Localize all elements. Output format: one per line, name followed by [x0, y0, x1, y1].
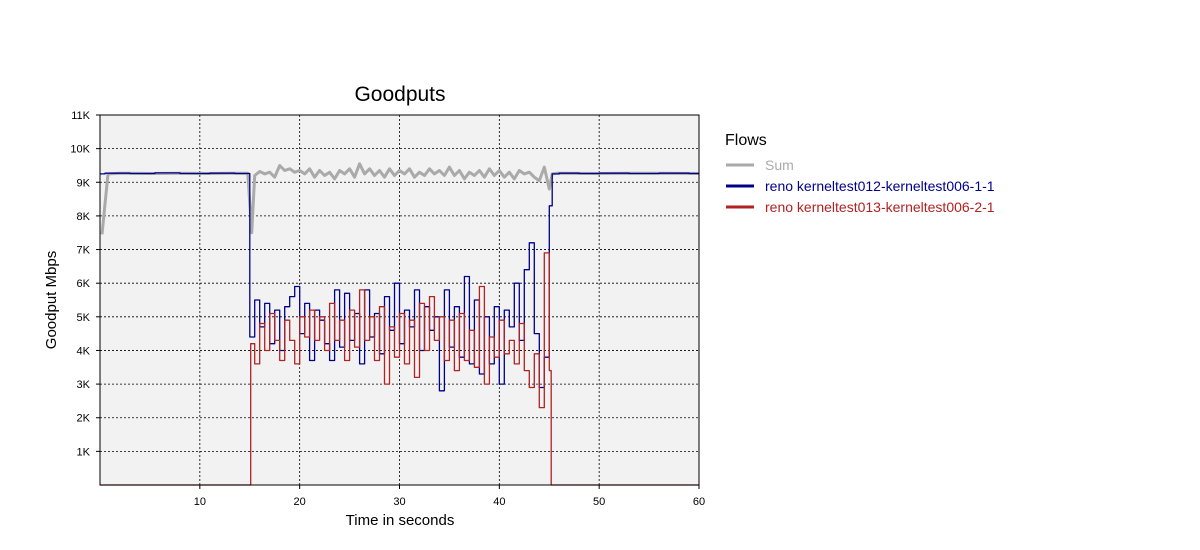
y-tick-label: 2K — [77, 413, 91, 425]
y-tick-label: 10K — [70, 144, 90, 156]
x-tick-label: 30 — [393, 496, 405, 508]
series-line-2 — [100, 252, 699, 486]
y-axis: 1K 2K 3K 4K 5K 6K 7K 8K 9K 10K 11K — [70, 110, 100, 458]
x-tick-label: 10 — [194, 496, 206, 508]
legend-label-0: Sum — [765, 157, 794, 173]
series-line-0 — [100, 162, 700, 235]
y-axis-label: Goodput Mbps — [43, 251, 60, 349]
y-tick-label: 5K — [77, 312, 91, 324]
x-axis-label: Time in seconds — [346, 512, 455, 529]
y-tick-label: 7K — [77, 245, 91, 257]
x-axis: 10 20 30 40 50 60 — [194, 485, 705, 508]
chart-title: Goodputs — [354, 83, 445, 106]
y-tick-label: 9K — [77, 177, 91, 189]
x-tick-label: 60 — [693, 496, 705, 508]
y-tick-label: 11K — [71, 110, 90, 122]
legend-label-2: reno kerneltest013-kerneltest006-2-1 — [765, 199, 995, 215]
legend: Sum reno kerneltest012-kerneltest006-1-1 r… — [726, 157, 995, 215]
y-tick-label: 8K — [77, 211, 91, 223]
y-tick-label: 6K — [77, 278, 91, 290]
y-tick-label: 4K — [77, 345, 91, 357]
x-tick-label: 40 — [493, 496, 505, 508]
legend-label-1: reno kerneltest012-kerneltest006-1-1 — [765, 178, 995, 194]
series-layer — [100, 162, 700, 486]
y-tick-label: 1K — [77, 446, 91, 458]
x-tick-label: 20 — [294, 496, 306, 508]
legend-title: Flows — [725, 132, 767, 149]
y-tick-label: 3K — [77, 379, 91, 391]
x-tick-label: 50 — [593, 496, 605, 508]
